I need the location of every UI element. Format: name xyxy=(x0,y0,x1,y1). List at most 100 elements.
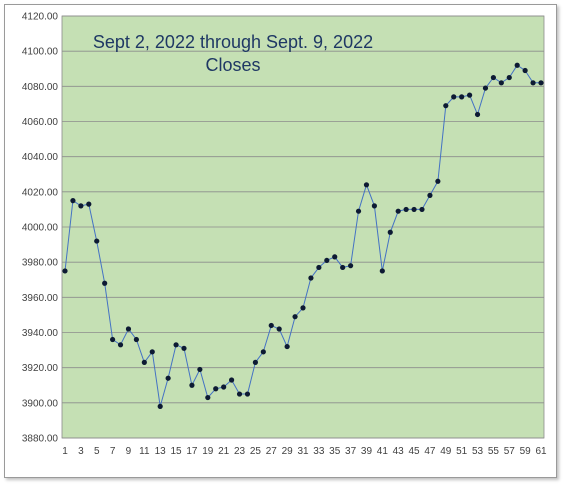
y-tick-label: 4020.00 xyxy=(22,187,59,198)
data-point xyxy=(157,403,163,409)
data-point xyxy=(236,391,243,397)
y-tick-label: 4040.00 xyxy=(22,152,59,163)
x-tick-label: 15 xyxy=(171,446,183,457)
data-point xyxy=(133,336,139,343)
x-tick-label: 9 xyxy=(126,446,132,457)
x-tick-label: 37 xyxy=(345,446,357,457)
x-tick-label: 43 xyxy=(393,446,405,457)
x-tick-label: 13 xyxy=(155,446,167,457)
data-point xyxy=(348,263,354,269)
data-point xyxy=(149,349,155,355)
x-tick-label: 29 xyxy=(282,446,294,457)
x-tick-label: 27 xyxy=(266,446,278,457)
chart-frame: 3880.00 3900.00 3920.00 3940.00 3960.00 3980.… xyxy=(4,4,557,478)
y-axis-tick-labels: 3880.00 3900.00 3920.00 3940.00 3960.00 3980.… xyxy=(22,12,59,445)
x-tick-label: 23 xyxy=(234,446,246,457)
data-point xyxy=(62,268,68,274)
data-point xyxy=(506,74,512,81)
data-point xyxy=(482,85,489,91)
x-tick-label: 41 xyxy=(377,446,389,457)
data-point xyxy=(522,67,528,74)
x-tick-label: 17 xyxy=(186,446,198,457)
y-tick-label: 4000.00 xyxy=(22,223,59,234)
data-point xyxy=(371,203,377,209)
data-point xyxy=(419,206,425,213)
data-point xyxy=(387,229,393,235)
data-point xyxy=(300,305,306,311)
data-point xyxy=(260,349,266,355)
data-point xyxy=(165,375,171,381)
data-point xyxy=(411,206,417,213)
data-point xyxy=(451,94,457,100)
x-axis-tick-labels: 1 3 5 7 9 11 13 15 17 19 21 23 25 27 29 31 33 35 37 39 41 43 4… xyxy=(62,446,547,457)
chart-title: Sept 2, 2022 through Sept. 9, 2022 xyxy=(93,32,373,52)
data-point xyxy=(514,62,520,68)
data-point xyxy=(110,336,116,343)
chart-subtitle: Closes xyxy=(205,55,260,75)
data-point xyxy=(141,359,147,365)
x-tick-label: 53 xyxy=(472,446,484,457)
x-tick-label: 1 xyxy=(62,446,68,457)
x-tick-label: 59 xyxy=(520,446,532,457)
data-point xyxy=(181,345,187,351)
data-point xyxy=(316,264,322,271)
x-tick-label: 7 xyxy=(110,446,116,457)
data-point xyxy=(340,264,346,271)
x-tick-label: 39 xyxy=(361,446,373,457)
plot-border xyxy=(61,15,545,439)
data-point xyxy=(395,208,401,214)
data-point xyxy=(435,178,441,184)
x-tick-label: 33 xyxy=(313,446,325,457)
data-point xyxy=(308,275,314,281)
data-point xyxy=(86,201,92,207)
data-point xyxy=(213,386,219,392)
x-tick-label: 51 xyxy=(456,446,468,457)
y-tick-label: 4080.00 xyxy=(22,82,59,93)
data-point xyxy=(490,74,496,81)
x-tick-label: 45 xyxy=(409,446,421,457)
data-point xyxy=(538,80,544,86)
data-point xyxy=(70,198,76,204)
data-point xyxy=(474,111,481,118)
x-tick-label: 35 xyxy=(329,446,341,457)
data-point xyxy=(117,342,124,348)
x-tick-label: 49 xyxy=(440,446,452,457)
data-point xyxy=(363,182,370,188)
data-point xyxy=(284,343,290,350)
y-tick-label: 3920.00 xyxy=(22,363,59,374)
y-tick-label: 3960.00 xyxy=(22,293,59,304)
x-tick-label: 47 xyxy=(424,446,436,457)
data-point xyxy=(94,238,100,244)
data-point xyxy=(427,192,433,198)
y-tick-label: 3980.00 xyxy=(22,258,59,269)
data-point xyxy=(276,326,282,332)
x-tick-label: 31 xyxy=(297,446,309,457)
y-tick-label: 4120.00 xyxy=(22,12,59,23)
x-tick-label: 61 xyxy=(535,446,547,457)
data-point xyxy=(292,314,298,320)
data-point xyxy=(403,206,409,213)
data-point xyxy=(221,384,227,390)
data-point xyxy=(355,208,362,214)
data-point xyxy=(102,280,108,286)
series-markers xyxy=(62,62,544,409)
y-tick-label: 4060.00 xyxy=(22,117,59,128)
data-point xyxy=(324,257,330,264)
y-tick-label: 3880.00 xyxy=(22,434,59,445)
data-point xyxy=(530,80,536,86)
y-tick-label: 3900.00 xyxy=(22,398,59,409)
data-point xyxy=(459,94,465,100)
data-point xyxy=(252,359,258,365)
x-tick-label: 55 xyxy=(488,446,500,457)
x-tick-label: 11 xyxy=(139,446,150,457)
data-point xyxy=(498,80,504,86)
gridlines xyxy=(61,15,545,439)
x-tick-label: 19 xyxy=(202,446,214,457)
data-point xyxy=(173,342,179,348)
data-point xyxy=(125,326,132,332)
x-tick-label: 5 xyxy=(94,446,100,457)
closes-line-chart: 3880.00 3900.00 3920.00 3940.00 3960.00 3980.… xyxy=(22,12,547,458)
data-point xyxy=(189,382,195,388)
y-tick-label: 4100.00 xyxy=(22,47,59,58)
data-point xyxy=(197,366,203,373)
